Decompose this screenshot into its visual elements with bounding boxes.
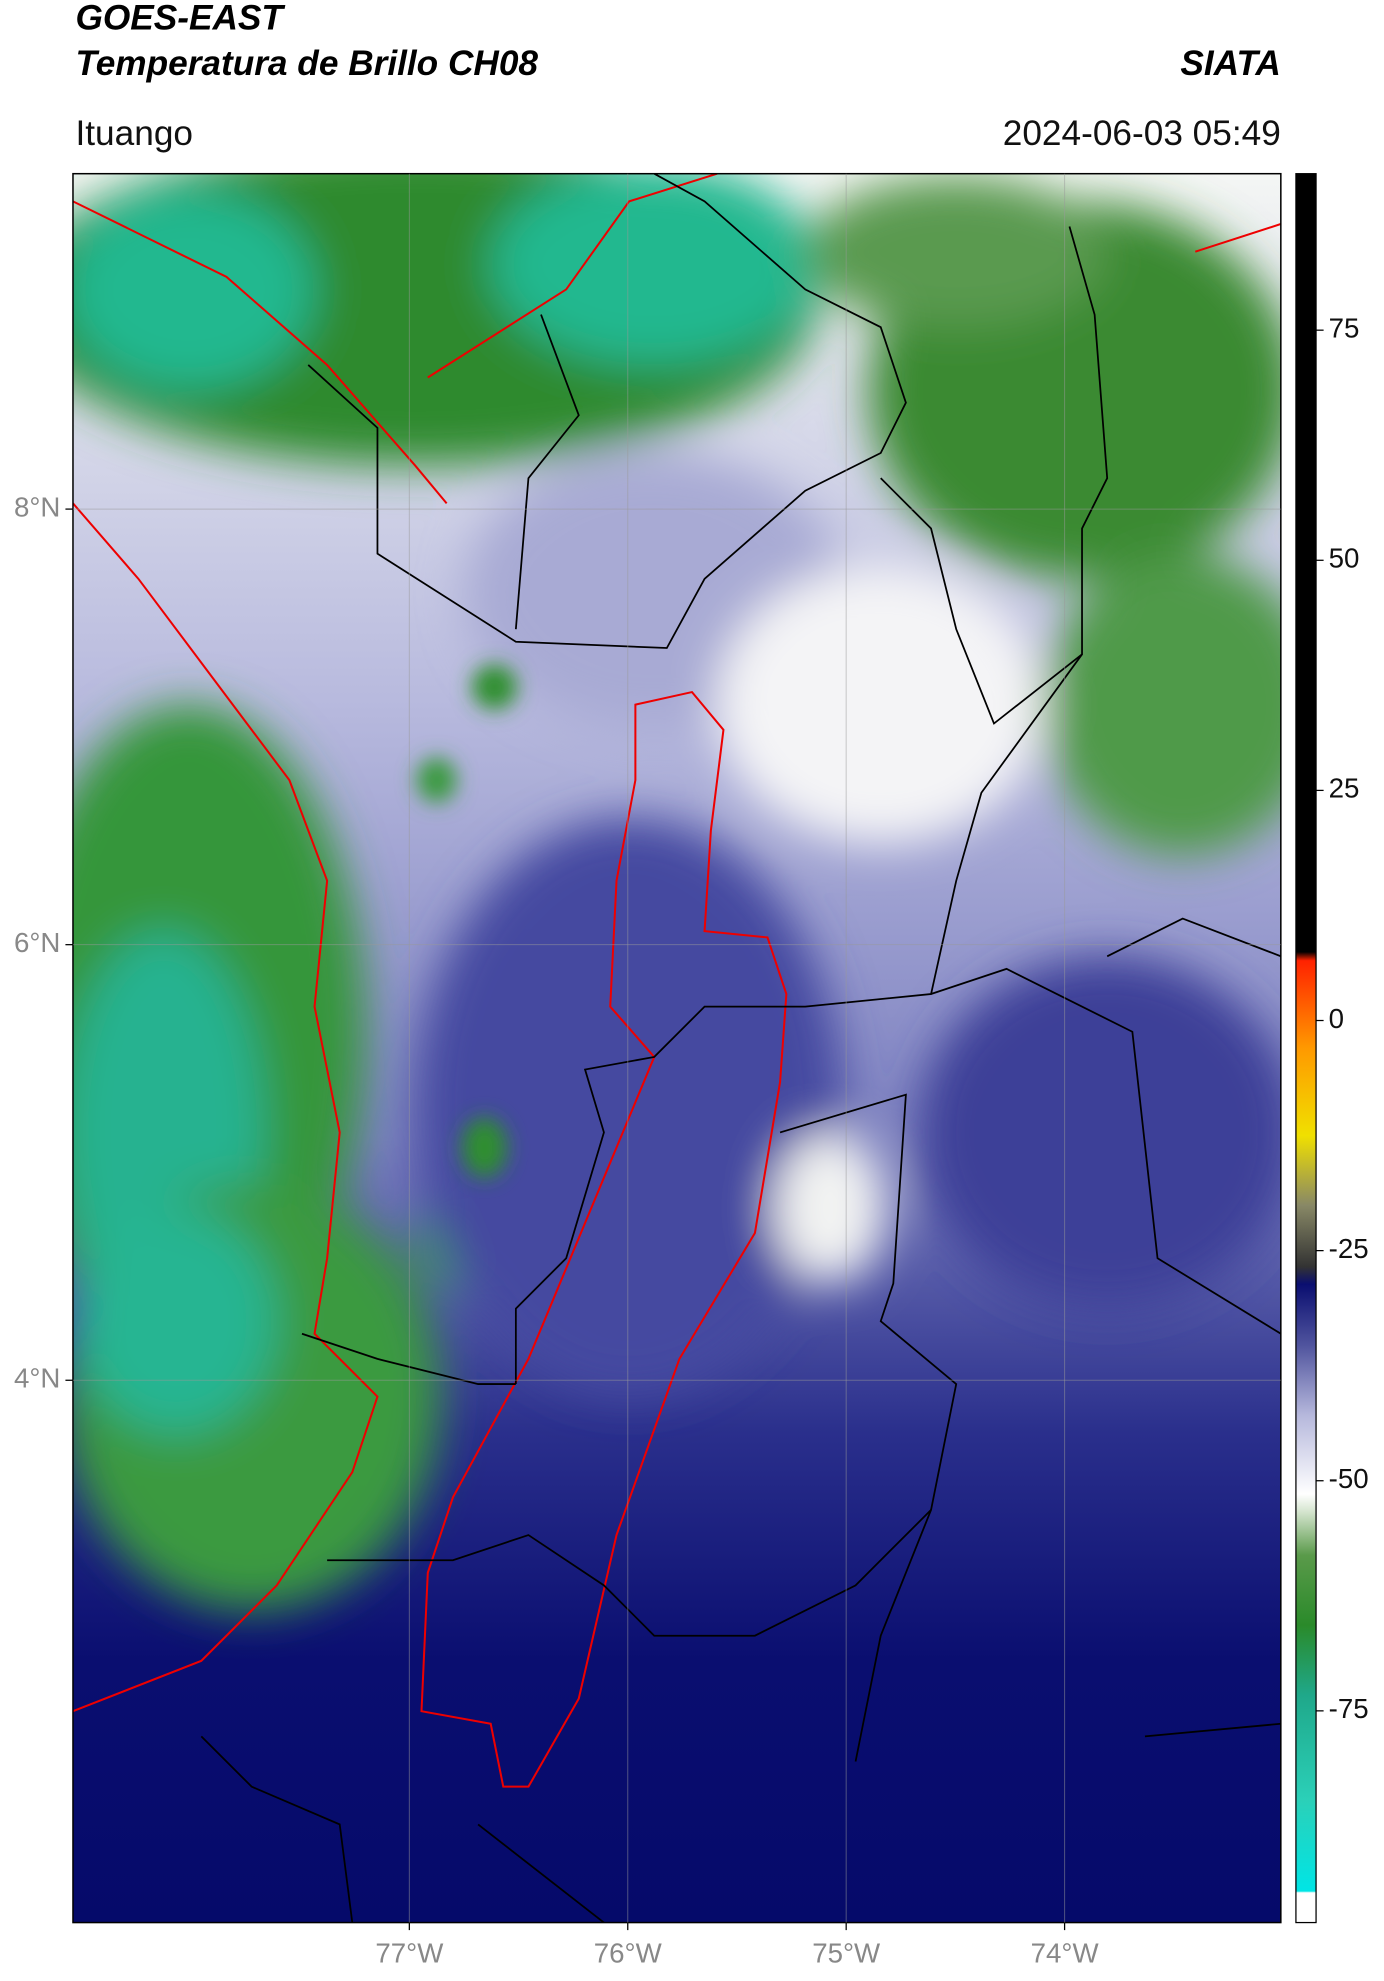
location: Ituango [75, 114, 193, 153]
lon-label: 75°W [812, 1938, 881, 1969]
lat-label: 8°N [14, 491, 60, 522]
colorbar-label: 0 [1329, 1003, 1344, 1034]
lat-label: 6°N [14, 927, 60, 958]
colorbar-label: -25 [1329, 1233, 1369, 1264]
timestamp: 2024-06-03 05:49 [1003, 114, 1281, 153]
colorbar-label: 75 [1329, 312, 1360, 343]
colorbar-label: 50 [1329, 543, 1360, 574]
admin-boundaries [200, 173, 1281, 1923]
org: SIATA [1180, 44, 1280, 83]
colorbar-label: 25 [1329, 773, 1360, 804]
colorbar [1295, 173, 1317, 1924]
satellite-image [72, 173, 1281, 1923]
title: GOES-EAST [75, 0, 285, 37]
lat-label: 4°N [14, 1363, 60, 1394]
map-frame [72, 172, 1282, 1924]
lon-label: 74°W [1031, 1938, 1100, 1969]
colorbar-label: -50 [1329, 1463, 1369, 1494]
colorbar-label: -75 [1329, 1693, 1369, 1724]
lon-label: 76°W [594, 1938, 663, 1969]
lon-label: 77°W [375, 1938, 444, 1969]
subtitle: Temperatura de Brillo CH08 [75, 44, 538, 83]
